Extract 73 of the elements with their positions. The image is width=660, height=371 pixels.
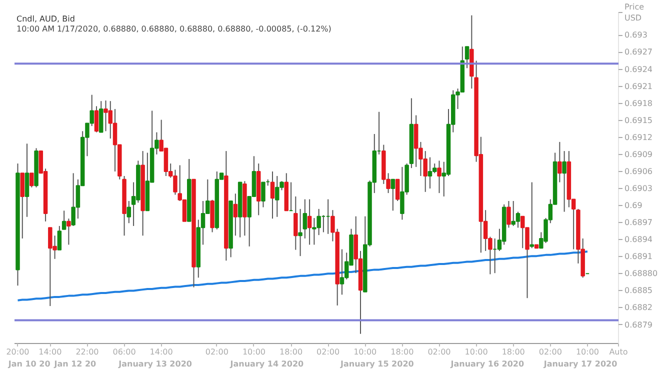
- y-tick-label: 0.6897: [624, 218, 652, 228]
- y-tick-label: 0.6885: [624, 286, 652, 296]
- text: January 13 2020: [118, 360, 192, 368]
- y-tick-label: 0.6924: [624, 64, 652, 74]
- chart-title: Cndl, AUD, Bid: [16, 14, 75, 24]
- candlestick: [30, 172, 34, 188]
- y-tick-label: 0.6912: [624, 132, 652, 142]
- y-tick-label: 0.6909: [624, 150, 652, 159]
- text: January 14 2020: [229, 360, 304, 368]
- candlestick: [437, 160, 442, 194]
- x-tick-label: 18:00: [279, 348, 303, 356]
- candlestick: [298, 208, 302, 257]
- candlestick: [428, 156, 432, 190]
- y-tick-label: 0.68880: [624, 269, 658, 278]
- candlestick: [340, 248, 344, 296]
- candlestick: [57, 225, 62, 250]
- candlestick: [307, 198, 312, 246]
- x-tick-label: 20:00: [6, 348, 30, 356]
- y-tick-label: 0.6921: [624, 82, 652, 91]
- line-series: [16, 250, 588, 302]
- y-tick-label: 0.6894: [624, 235, 652, 244]
- candlestick: [233, 193, 238, 236]
- candlestick: [562, 150, 566, 212]
- candlestick: [432, 163, 437, 174]
- text: Jan 10 20: [7, 360, 51, 368]
- candlestick: [294, 196, 298, 250]
- candlestick: [270, 170, 275, 220]
- x-tick-label: 14:00: [38, 348, 62, 356]
- x-tick-label: 14:00: [150, 348, 173, 356]
- candlestick: [24, 143, 30, 218]
- y-tick-label: 0.6903: [624, 184, 652, 194]
- y-tick-label: 0.6882: [624, 303, 652, 312]
- x-tick-label: 06:00: [112, 348, 136, 356]
- candlestick: [530, 182, 534, 249]
- y-axis-title: Price USD: [624, 2, 644, 22]
- text: Auto: [609, 348, 628, 356]
- text: January 17 2020: [542, 360, 618, 368]
- candlestick: [62, 210, 66, 230]
- text: Jan 12 20: [53, 360, 97, 368]
- text: January 16 2020: [450, 360, 524, 368]
- x-tick-label: 10:00: [576, 348, 599, 356]
- y-tick-label: 0.6891: [624, 252, 652, 262]
- y-tick-label: 0.69: [624, 201, 642, 210]
- candlestick: [20, 172, 24, 239]
- y-tick-label: 0.6879: [624, 320, 652, 330]
- x-tick-label: 02:00: [205, 348, 228, 356]
- x-tick-label: 18:00: [502, 348, 525, 356]
- candlestick: [464, 46, 470, 69]
- y-tick-label: 0.6906: [624, 166, 652, 176]
- y-tick-label: 0.6915: [624, 116, 652, 125]
- x-tick-label: 10:00: [464, 348, 488, 356]
- y-tick-label: 0.693: [624, 30, 648, 40]
- x-tick-label: 02:00: [538, 348, 562, 356]
- candlestick: [390, 178, 396, 212]
- y-tick-label: 0.6918: [624, 98, 652, 108]
- x-tick-label: 22:00: [76, 348, 99, 356]
- x-tick-label: 02:00: [316, 348, 340, 356]
- x-tick-label: 10:00: [242, 348, 266, 356]
- candlestick: [558, 141, 562, 183]
- candlestick: [126, 200, 132, 224]
- candlestick: [261, 182, 266, 208]
- x-tick-label: 02:00: [428, 348, 451, 356]
- candlestick: [395, 178, 400, 202]
- x-tick-label: 18:00: [390, 348, 414, 356]
- candlestick: [506, 200, 511, 228]
- x-tick-label: 10:00: [354, 348, 377, 356]
- y-tick-label: 0.6927: [624, 48, 652, 57]
- candlestick: [94, 106, 99, 133]
- text: January 15 2020: [340, 360, 414, 368]
- candlestick: [98, 100, 104, 133]
- text: 10:00 AM 1/17/2020, 0.68880, 0.68880, 0.68880, 0.68880, -0.00085, (-0.12%): [16, 24, 332, 34]
- candlestick: [302, 198, 308, 239]
- candlestick: [66, 218, 71, 246]
